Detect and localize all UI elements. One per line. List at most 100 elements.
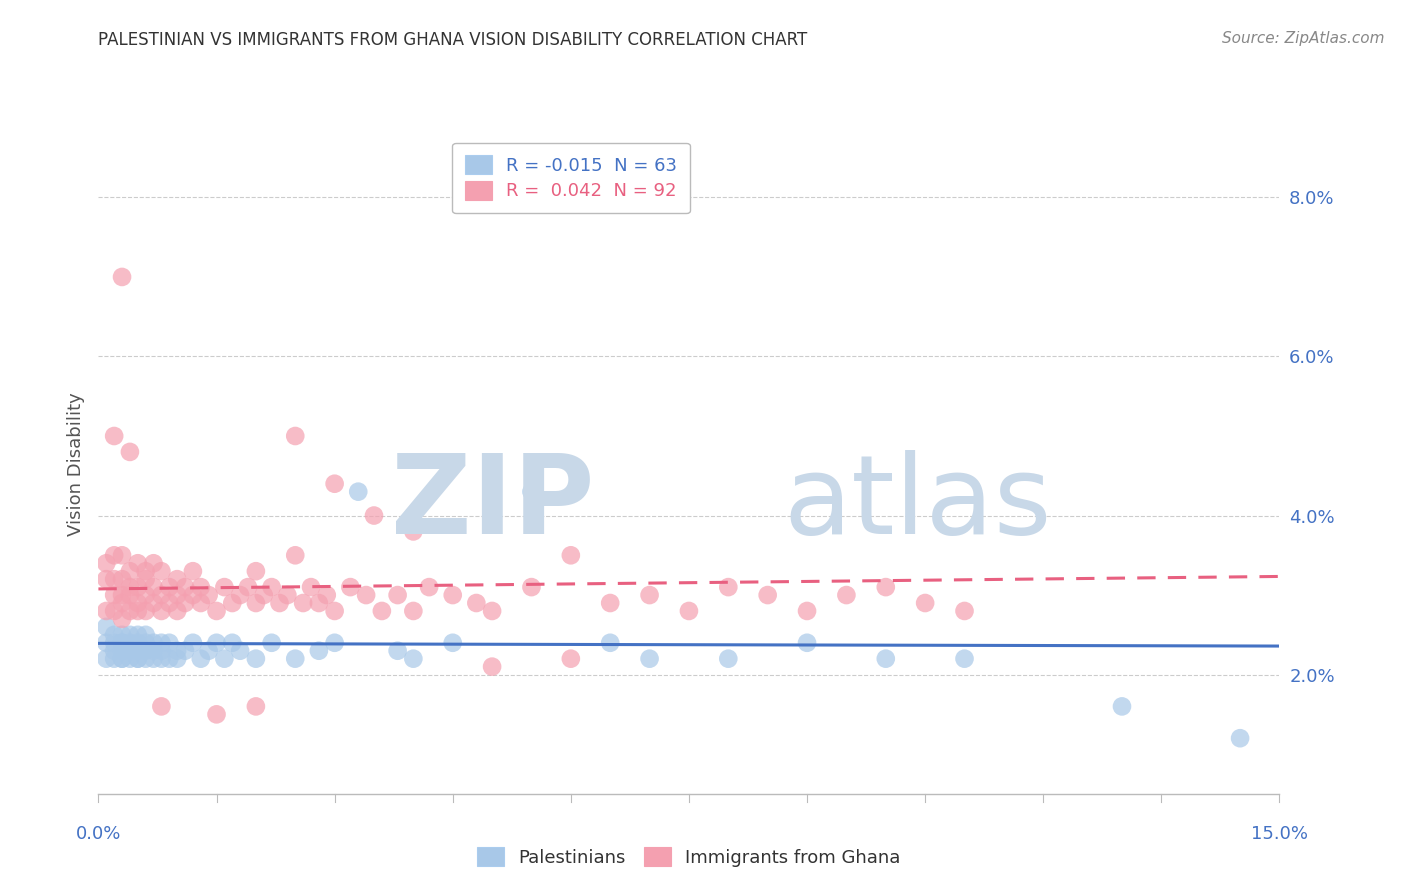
Text: ZIP: ZIP [391, 450, 595, 557]
Point [135, 651, 157, 665]
Point [315, 588, 337, 602]
Point [363, 508, 385, 523]
Point [96, 556, 118, 570]
Point [111, 549, 134, 563]
Point [402, 524, 425, 539]
Point [135, 644, 157, 658]
Point [229, 588, 252, 602]
Point [253, 588, 276, 602]
Point [135, 636, 157, 650]
Point [111, 596, 134, 610]
Point [157, 651, 180, 665]
Point [387, 644, 409, 658]
Point [339, 580, 361, 594]
Point [560, 549, 582, 563]
Point [135, 588, 157, 602]
Point [245, 564, 267, 578]
Point [111, 644, 134, 658]
Point [111, 651, 134, 665]
Point [875, 580, 897, 594]
Point [111, 636, 134, 650]
Point [127, 580, 149, 594]
Point [236, 580, 259, 594]
Point [166, 588, 188, 602]
Point [111, 628, 134, 642]
Point [229, 644, 252, 658]
Point [127, 556, 149, 570]
Point [150, 636, 173, 650]
Point [181, 588, 204, 602]
Point [245, 699, 267, 714]
Point [103, 588, 125, 602]
Point [245, 596, 267, 610]
Text: atlas: atlas [783, 450, 1052, 557]
Point [111, 588, 134, 602]
Point [347, 484, 370, 499]
Point [308, 596, 330, 610]
Point [260, 636, 283, 650]
Point [756, 588, 779, 602]
Point [599, 596, 621, 610]
Point [157, 636, 180, 650]
Point [127, 651, 149, 665]
Point [174, 596, 197, 610]
Point [190, 651, 212, 665]
Point [103, 628, 125, 642]
Point [323, 604, 346, 618]
Point [1111, 699, 1133, 714]
Point [796, 636, 818, 650]
Point [221, 636, 243, 650]
Point [96, 636, 118, 650]
Point [197, 644, 219, 658]
Point [520, 484, 543, 499]
Point [118, 580, 141, 594]
Legend: R = -0.015  N = 63, R =  0.042  N = 92: R = -0.015 N = 63, R = 0.042 N = 92 [451, 143, 690, 213]
Point [127, 604, 149, 618]
Point [371, 604, 394, 618]
Point [875, 651, 897, 665]
Text: 15.0%: 15.0% [1251, 825, 1308, 843]
Point [96, 651, 118, 665]
Point [174, 644, 197, 658]
Point [150, 644, 173, 658]
Point [292, 596, 315, 610]
Point [127, 651, 149, 665]
Point [269, 596, 291, 610]
Point [953, 651, 976, 665]
Text: 0.0%: 0.0% [76, 825, 121, 843]
Point [520, 580, 543, 594]
Point [118, 644, 141, 658]
Point [118, 588, 141, 602]
Point [418, 580, 440, 594]
Point [157, 596, 180, 610]
Point [205, 604, 228, 618]
Point [214, 580, 236, 594]
Point [150, 699, 173, 714]
Point [150, 564, 173, 578]
Point [142, 556, 165, 570]
Point [103, 644, 125, 658]
Y-axis label: Vision Disability: Vision Disability [66, 392, 84, 536]
Point [135, 572, 157, 586]
Point [560, 651, 582, 665]
Point [103, 429, 125, 443]
Point [166, 572, 188, 586]
Point [481, 604, 503, 618]
Point [221, 596, 243, 610]
Point [111, 269, 134, 284]
Point [111, 612, 134, 626]
Point [103, 636, 125, 650]
Point [402, 604, 425, 618]
Point [96, 604, 118, 618]
Point [142, 651, 165, 665]
Point [135, 604, 157, 618]
Point [717, 580, 740, 594]
Point [835, 588, 858, 602]
Point [150, 604, 173, 618]
Point [127, 636, 149, 650]
Point [118, 651, 141, 665]
Point [103, 604, 125, 618]
Legend: Palestinians, Immigrants from Ghana: Palestinians, Immigrants from Ghana [470, 840, 908, 874]
Point [118, 445, 141, 459]
Point [96, 572, 118, 586]
